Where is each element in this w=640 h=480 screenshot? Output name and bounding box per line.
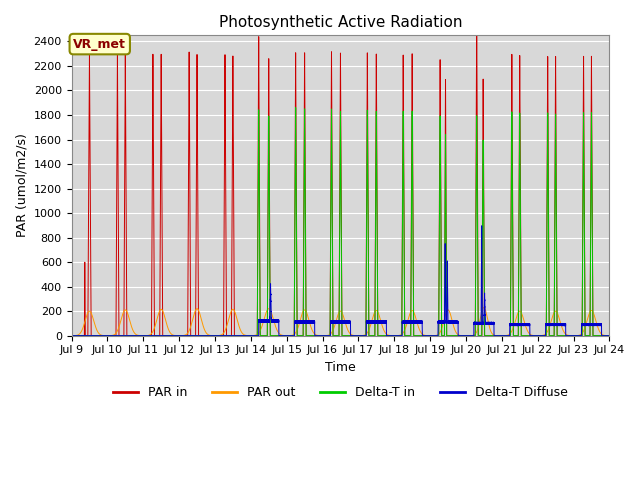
Text: VR_met: VR_met (74, 37, 126, 50)
Title: Photosynthetic Active Radiation: Photosynthetic Active Radiation (219, 15, 462, 30)
Legend: PAR in, PAR out, Delta-T in, Delta-T Diffuse: PAR in, PAR out, Delta-T in, Delta-T Dif… (108, 382, 573, 405)
X-axis label: Time: Time (325, 361, 356, 374)
Y-axis label: PAR (umol/m2/s): PAR (umol/m2/s) (15, 133, 28, 238)
